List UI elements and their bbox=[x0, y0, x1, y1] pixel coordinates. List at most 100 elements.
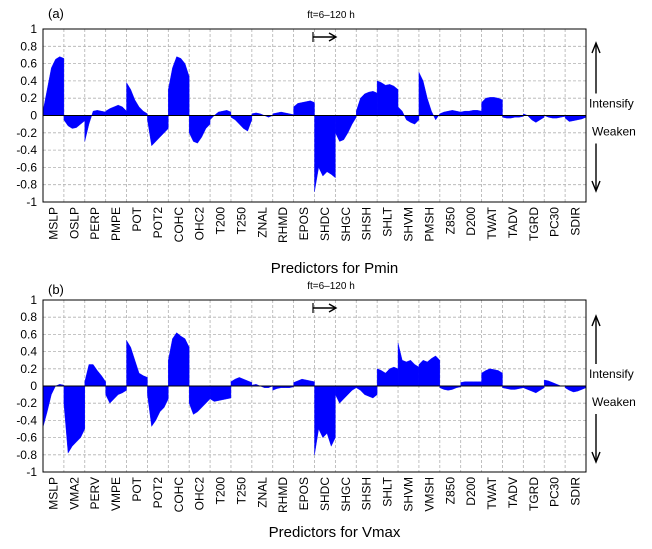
y-tick-label: 0.2 bbox=[20, 91, 37, 105]
x-tick-label: RHMD bbox=[276, 477, 290, 513]
x-tick-label: TADV bbox=[506, 207, 520, 238]
area-perv bbox=[84, 364, 106, 387]
x-tick-label: PMSH bbox=[422, 207, 436, 242]
x-tick-label: SDIR bbox=[569, 207, 583, 236]
area-tadv bbox=[502, 385, 524, 390]
area-twat bbox=[481, 368, 503, 387]
panel-label: (a) bbox=[48, 6, 64, 21]
area-pot2 bbox=[147, 385, 169, 427]
x-tick-label: EPOS bbox=[297, 477, 311, 510]
x-tick-label: SHGC bbox=[339, 207, 353, 242]
x-tick-label: VMA2 bbox=[67, 477, 81, 510]
weaken-arrow-head bbox=[591, 451, 601, 464]
x-axis-label: Predictors for Vmax bbox=[269, 524, 401, 541]
area-d200 bbox=[460, 381, 482, 387]
x-tick-label: POT bbox=[130, 206, 144, 231]
x-tick-label: SHVM bbox=[401, 477, 415, 512]
x-tick-label: T250 bbox=[234, 207, 248, 235]
y-tick-label: 0.4 bbox=[20, 74, 37, 88]
x-tick-label: SHDC bbox=[318, 207, 332, 241]
area-d200 bbox=[460, 110, 482, 116]
area-tgrd bbox=[523, 385, 545, 394]
area-pmpe bbox=[105, 104, 127, 116]
x-tick-label: TWAT bbox=[485, 206, 499, 239]
weaken-label: Weaken bbox=[592, 125, 636, 139]
forecast-arrow-head bbox=[328, 303, 338, 313]
y-tick-label: 0.2 bbox=[20, 362, 37, 376]
x-tick-label: POT bbox=[130, 476, 144, 501]
x-tick-label: TGRD bbox=[527, 477, 541, 511]
forecast-time-label: ft=6–120 h bbox=[307, 281, 355, 292]
x-tick-label: D200 bbox=[464, 207, 478, 236]
x-tick-label: POT2 bbox=[151, 477, 165, 509]
y-tick-label: -0.4 bbox=[16, 143, 37, 157]
panel-label: (b) bbox=[48, 282, 64, 297]
area-twat bbox=[481, 97, 503, 116]
intensify-label: Intensify bbox=[589, 97, 634, 111]
x-tick-label: SHSH bbox=[360, 477, 374, 510]
area-ohc2 bbox=[188, 385, 211, 415]
x-tick-label: TGRD bbox=[527, 207, 541, 241]
area-epos bbox=[293, 378, 315, 387]
x-tick-label: SHVM bbox=[401, 207, 415, 242]
y-tick-label: 1 bbox=[30, 22, 37, 36]
area-shlt bbox=[376, 80, 399, 116]
weaken-label: Weaken bbox=[592, 395, 636, 409]
area-pot2 bbox=[147, 115, 169, 147]
y-tick-label: -0.2 bbox=[16, 396, 37, 410]
x-tick-label: PC30 bbox=[548, 207, 562, 237]
x-tick-label: D200 bbox=[464, 477, 478, 506]
forecast-arrow-head bbox=[328, 32, 338, 42]
y-tick-label: -1 bbox=[26, 195, 37, 209]
area-mslp bbox=[42, 56, 65, 116]
y-tick-label: -1 bbox=[26, 465, 37, 479]
x-tick-label: POT2 bbox=[151, 207, 165, 239]
x-tick-label: OHC2 bbox=[193, 477, 207, 511]
area-shdc bbox=[314, 115, 336, 192]
x-tick-label: T200 bbox=[214, 207, 228, 235]
area-z850 bbox=[439, 385, 461, 391]
y-tick-label: 0.4 bbox=[20, 345, 37, 359]
y-tick-label: 0.6 bbox=[20, 327, 37, 341]
area-vmpe bbox=[105, 385, 127, 404]
x-tick-label: COHC bbox=[172, 477, 186, 513]
x-tick-label: SDIR bbox=[569, 477, 583, 506]
y-tick-label: 0.6 bbox=[20, 57, 37, 71]
x-tick-label: VMPE bbox=[109, 477, 123, 511]
area-vma2 bbox=[63, 385, 85, 454]
x-tick-label: EPOS bbox=[297, 207, 311, 240]
x-tick-label: VMSH bbox=[422, 477, 436, 512]
y-tick-label: -0.6 bbox=[16, 431, 37, 445]
x-tick-label: ZNAL bbox=[255, 207, 269, 238]
x-tick-label: SHLT bbox=[381, 476, 395, 506]
intensify-arrow-head bbox=[591, 41, 601, 54]
x-tick-label: PMPE bbox=[109, 207, 123, 241]
weaken-arrow-head bbox=[591, 180, 601, 193]
area-sdir bbox=[564, 385, 587, 393]
plot-frame bbox=[42, 28, 587, 203]
area-t250 bbox=[230, 377, 253, 387]
area-t250 bbox=[230, 115, 253, 132]
area-shvm bbox=[397, 342, 420, 387]
area-perp bbox=[84, 110, 106, 142]
plot-frame bbox=[42, 299, 587, 473]
area-epos bbox=[293, 100, 315, 116]
y-tick-label: -0.8 bbox=[16, 178, 37, 192]
y-tick-label: 0.8 bbox=[20, 39, 37, 53]
area-rhmd bbox=[272, 111, 294, 116]
x-tick-label: COHC bbox=[172, 207, 186, 243]
chart-panel-a: 1 0.8 0.6 0.4 0.2 0 -0.2 -0.4 -0.6 -0.8 -1 MSLP OSLP… bbox=[16, 6, 636, 277]
x-tick-label: OSLP bbox=[67, 207, 81, 239]
area-t200 bbox=[209, 385, 232, 402]
area-cohc bbox=[168, 332, 190, 387]
x-tick-label: PERV bbox=[88, 477, 102, 509]
x-tick-label: SHGC bbox=[339, 477, 353, 512]
area-oslp bbox=[63, 115, 85, 129]
area-z850 bbox=[439, 110, 461, 116]
x-tick-label: MSLP bbox=[46, 207, 60, 240]
area-rhmd bbox=[272, 385, 294, 391]
area-pot bbox=[126, 339, 148, 387]
x-tick-label: MSLP bbox=[46, 477, 60, 510]
area-sdir bbox=[564, 115, 587, 122]
